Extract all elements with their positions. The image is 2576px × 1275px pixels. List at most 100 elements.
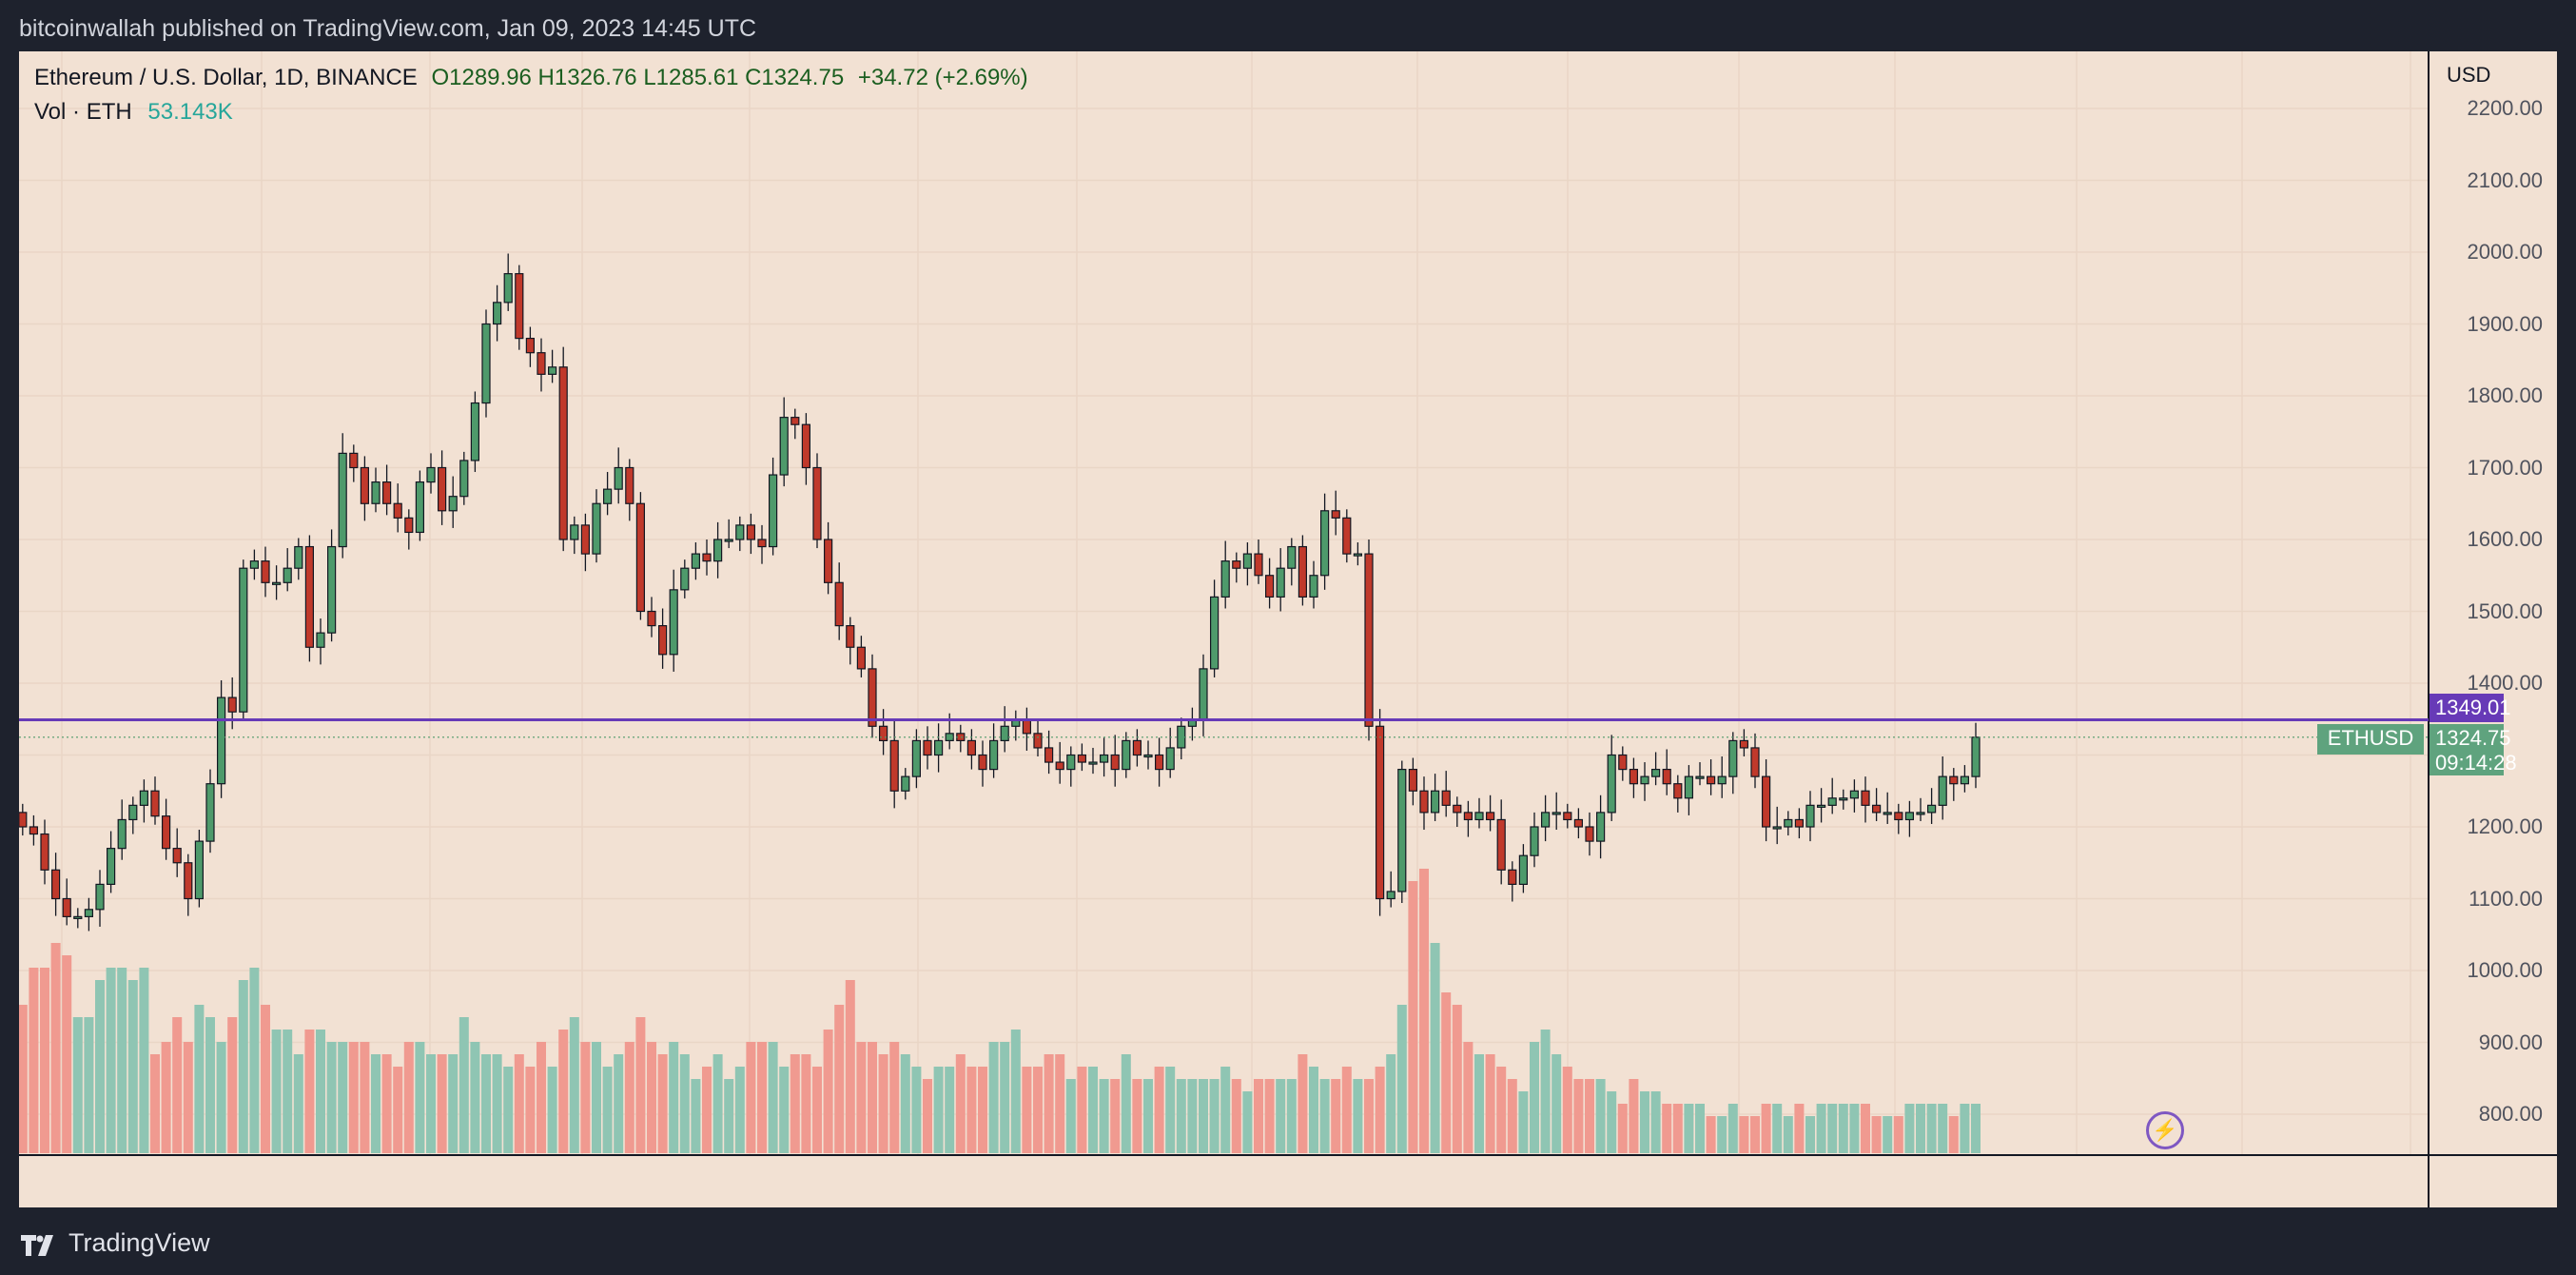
volume-bar xyxy=(933,1067,944,1153)
candle-body xyxy=(547,366,557,375)
candle-body xyxy=(1772,826,1782,830)
candle-body xyxy=(901,775,910,792)
volume-bar xyxy=(1033,1067,1043,1153)
candle-body xyxy=(1518,854,1529,886)
volume-bar xyxy=(381,1054,392,1153)
volume-bar xyxy=(1077,1067,1087,1153)
candle-body xyxy=(162,815,171,850)
candle-body xyxy=(889,739,899,792)
candle-body xyxy=(73,915,83,919)
candle-body xyxy=(1022,718,1032,735)
volume-bar xyxy=(426,1054,436,1153)
volume-bar xyxy=(1772,1104,1783,1153)
volume-bar xyxy=(614,1054,624,1153)
volume-bar xyxy=(757,1042,767,1153)
volume-bar xyxy=(1441,992,1452,1153)
volume-bar xyxy=(624,1042,634,1153)
candle-body xyxy=(1926,804,1937,814)
volume-bar xyxy=(371,1054,381,1153)
price-tick-label: 1200.00 xyxy=(2467,814,2543,838)
candle-body xyxy=(184,862,193,900)
volume-bar xyxy=(1794,1104,1805,1153)
candle-body xyxy=(1154,754,1164,771)
candle-body xyxy=(1794,818,1805,828)
volume-bar xyxy=(1849,1104,1860,1153)
volume-bar xyxy=(712,1054,723,1153)
volume-bar xyxy=(448,1054,459,1153)
candle-body xyxy=(1441,790,1451,806)
candle-body xyxy=(249,560,259,569)
volume-bar xyxy=(1893,1116,1903,1153)
candle-body xyxy=(1342,517,1352,555)
candle-body xyxy=(537,352,546,375)
volume-bar xyxy=(117,968,127,1153)
volume-bar xyxy=(1298,1054,1308,1153)
volume-bar xyxy=(845,980,855,1153)
volume-bar xyxy=(1871,1116,1882,1153)
last-price: 1324.75 xyxy=(2435,726,2511,750)
lightning-icon[interactable]: ⚡ xyxy=(2146,1111,2184,1149)
volume-bar xyxy=(1276,1079,1286,1153)
candle-body xyxy=(846,624,855,648)
candle-body xyxy=(1595,812,1606,842)
volume-bar xyxy=(161,1042,171,1153)
candle-body xyxy=(1551,812,1561,815)
volume-bar xyxy=(1165,1067,1176,1153)
candle-body xyxy=(382,481,392,504)
volume-bar xyxy=(592,1042,601,1153)
candle-body xyxy=(1585,826,1594,842)
candle-body xyxy=(956,733,966,741)
candle-body xyxy=(327,545,337,634)
candle-body xyxy=(702,553,712,562)
candle-body xyxy=(1033,733,1043,749)
candle-body xyxy=(1695,775,1705,779)
candle-body xyxy=(283,567,292,583)
volume-bar xyxy=(470,1042,480,1153)
volume-bar xyxy=(271,1030,282,1153)
candle-body xyxy=(1861,790,1870,806)
candle-body xyxy=(1508,869,1517,885)
candle-body xyxy=(790,417,800,425)
price-chart[interactable] xyxy=(19,51,2557,1207)
volume-bar xyxy=(1176,1079,1186,1153)
volume-bar xyxy=(127,980,138,1153)
candle-body xyxy=(801,423,811,469)
candle-body xyxy=(62,897,71,917)
volume-bar xyxy=(360,1042,370,1153)
volume-bar xyxy=(1209,1079,1220,1153)
volume-bar xyxy=(1065,1079,1076,1153)
volume-bar xyxy=(1838,1104,1848,1153)
volume-bar xyxy=(150,1054,160,1153)
volume-bar xyxy=(1496,1067,1507,1153)
candle-body xyxy=(227,696,237,713)
volume-bar xyxy=(1684,1104,1694,1153)
candle-body xyxy=(878,725,888,741)
candle-body xyxy=(316,632,325,648)
candle-body xyxy=(1364,553,1374,727)
candle-body xyxy=(1938,775,1947,806)
volume-bar xyxy=(558,1030,569,1153)
tradingview-logo[interactable]: TradingView xyxy=(21,1228,210,1258)
candle-body xyxy=(1827,797,1837,806)
candle-body xyxy=(779,417,789,476)
candle-body xyxy=(1066,754,1076,771)
volume-bar xyxy=(503,1067,514,1153)
candle-body xyxy=(525,338,536,354)
volume-bar xyxy=(1585,1079,1594,1153)
volume-bar xyxy=(1396,1005,1407,1153)
candle-body xyxy=(1209,596,1220,670)
price-tick-label: 2000.00 xyxy=(2467,240,2543,264)
candle-body xyxy=(1309,575,1318,598)
volume-bar xyxy=(525,1067,536,1153)
legend-change: +34.72 (+2.69%) xyxy=(857,65,1028,90)
candle-body xyxy=(1684,775,1694,799)
candle-body xyxy=(106,848,116,886)
volume-bar xyxy=(1474,1054,1484,1153)
chart-frame[interactable]: Ethereum / U.S. Dollar, 1D, BINANCE O128… xyxy=(19,51,2557,1207)
candle-body xyxy=(128,804,138,821)
symbol-tag: ETHUSD xyxy=(2317,724,2424,755)
candle-body xyxy=(1199,668,1208,720)
volume-bar xyxy=(437,1054,447,1153)
volume-bar xyxy=(1000,1042,1010,1153)
volume-bar xyxy=(779,1067,790,1153)
